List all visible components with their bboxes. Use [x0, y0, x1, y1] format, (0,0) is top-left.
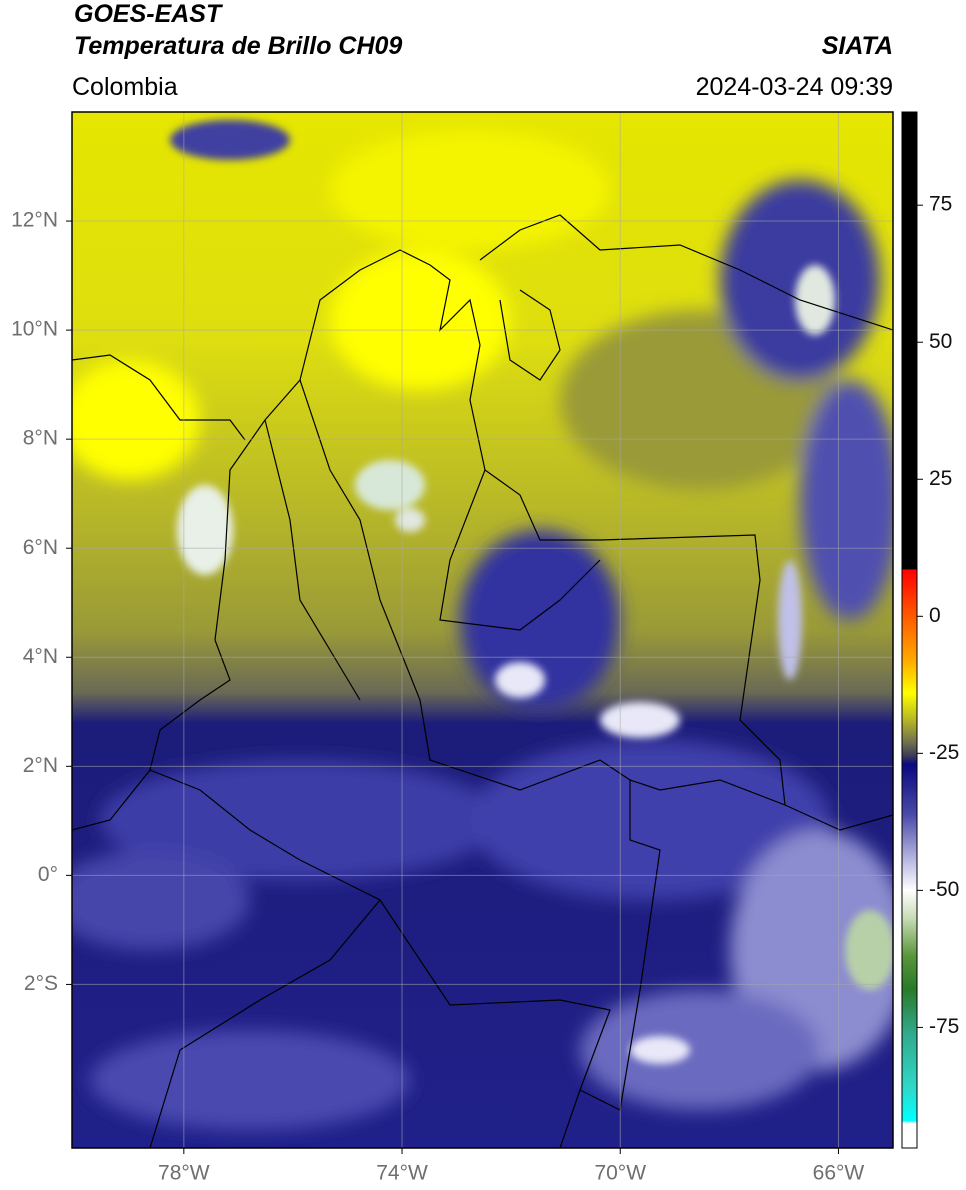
colorbar-tick-label: 25	[929, 467, 952, 490]
x-tick-label: 70°W	[594, 1162, 646, 1185]
y-tick-label: 2°S	[24, 972, 58, 995]
colorbar	[901, 111, 918, 1149]
y-tick-label: 6°N	[23, 536, 58, 559]
colorbar-tick-label: -75	[929, 1015, 959, 1038]
colorbar-tick-label: 0	[929, 604, 941, 627]
graticule	[72, 112, 893, 1148]
colorbar-tick-label: 50	[929, 330, 952, 353]
y-tick-label: 12°N	[11, 209, 58, 232]
y-tick-label: 10°N	[11, 318, 58, 341]
region-label: Colombia	[72, 73, 178, 101]
datetime-label: 2024-03-24 09:39	[696, 73, 893, 101]
map-frame	[71, 111, 894, 1149]
colorbar-tick-label: -25	[929, 741, 959, 764]
satellite-title: GOES-EAST	[74, 0, 224, 28]
x-tick-label: 78°W	[158, 1162, 210, 1185]
y-tick-label: 4°N	[23, 645, 58, 668]
product-title: Temperatura de Brillo CH09	[74, 32, 402, 60]
x-tick-label: 74°W	[376, 1162, 428, 1185]
y-tick-label: 2°N	[23, 754, 58, 777]
source-label: SIATA	[822, 32, 893, 60]
colorbar-tick-label: -50	[929, 878, 959, 901]
x-tick-label: 66°W	[813, 1162, 865, 1185]
satellite-image	[72, 112, 893, 1148]
y-tick-label: 8°N	[23, 427, 58, 450]
y-tick-label: 0°	[38, 863, 58, 886]
colorbar-tick-label: 75	[929, 193, 952, 216]
